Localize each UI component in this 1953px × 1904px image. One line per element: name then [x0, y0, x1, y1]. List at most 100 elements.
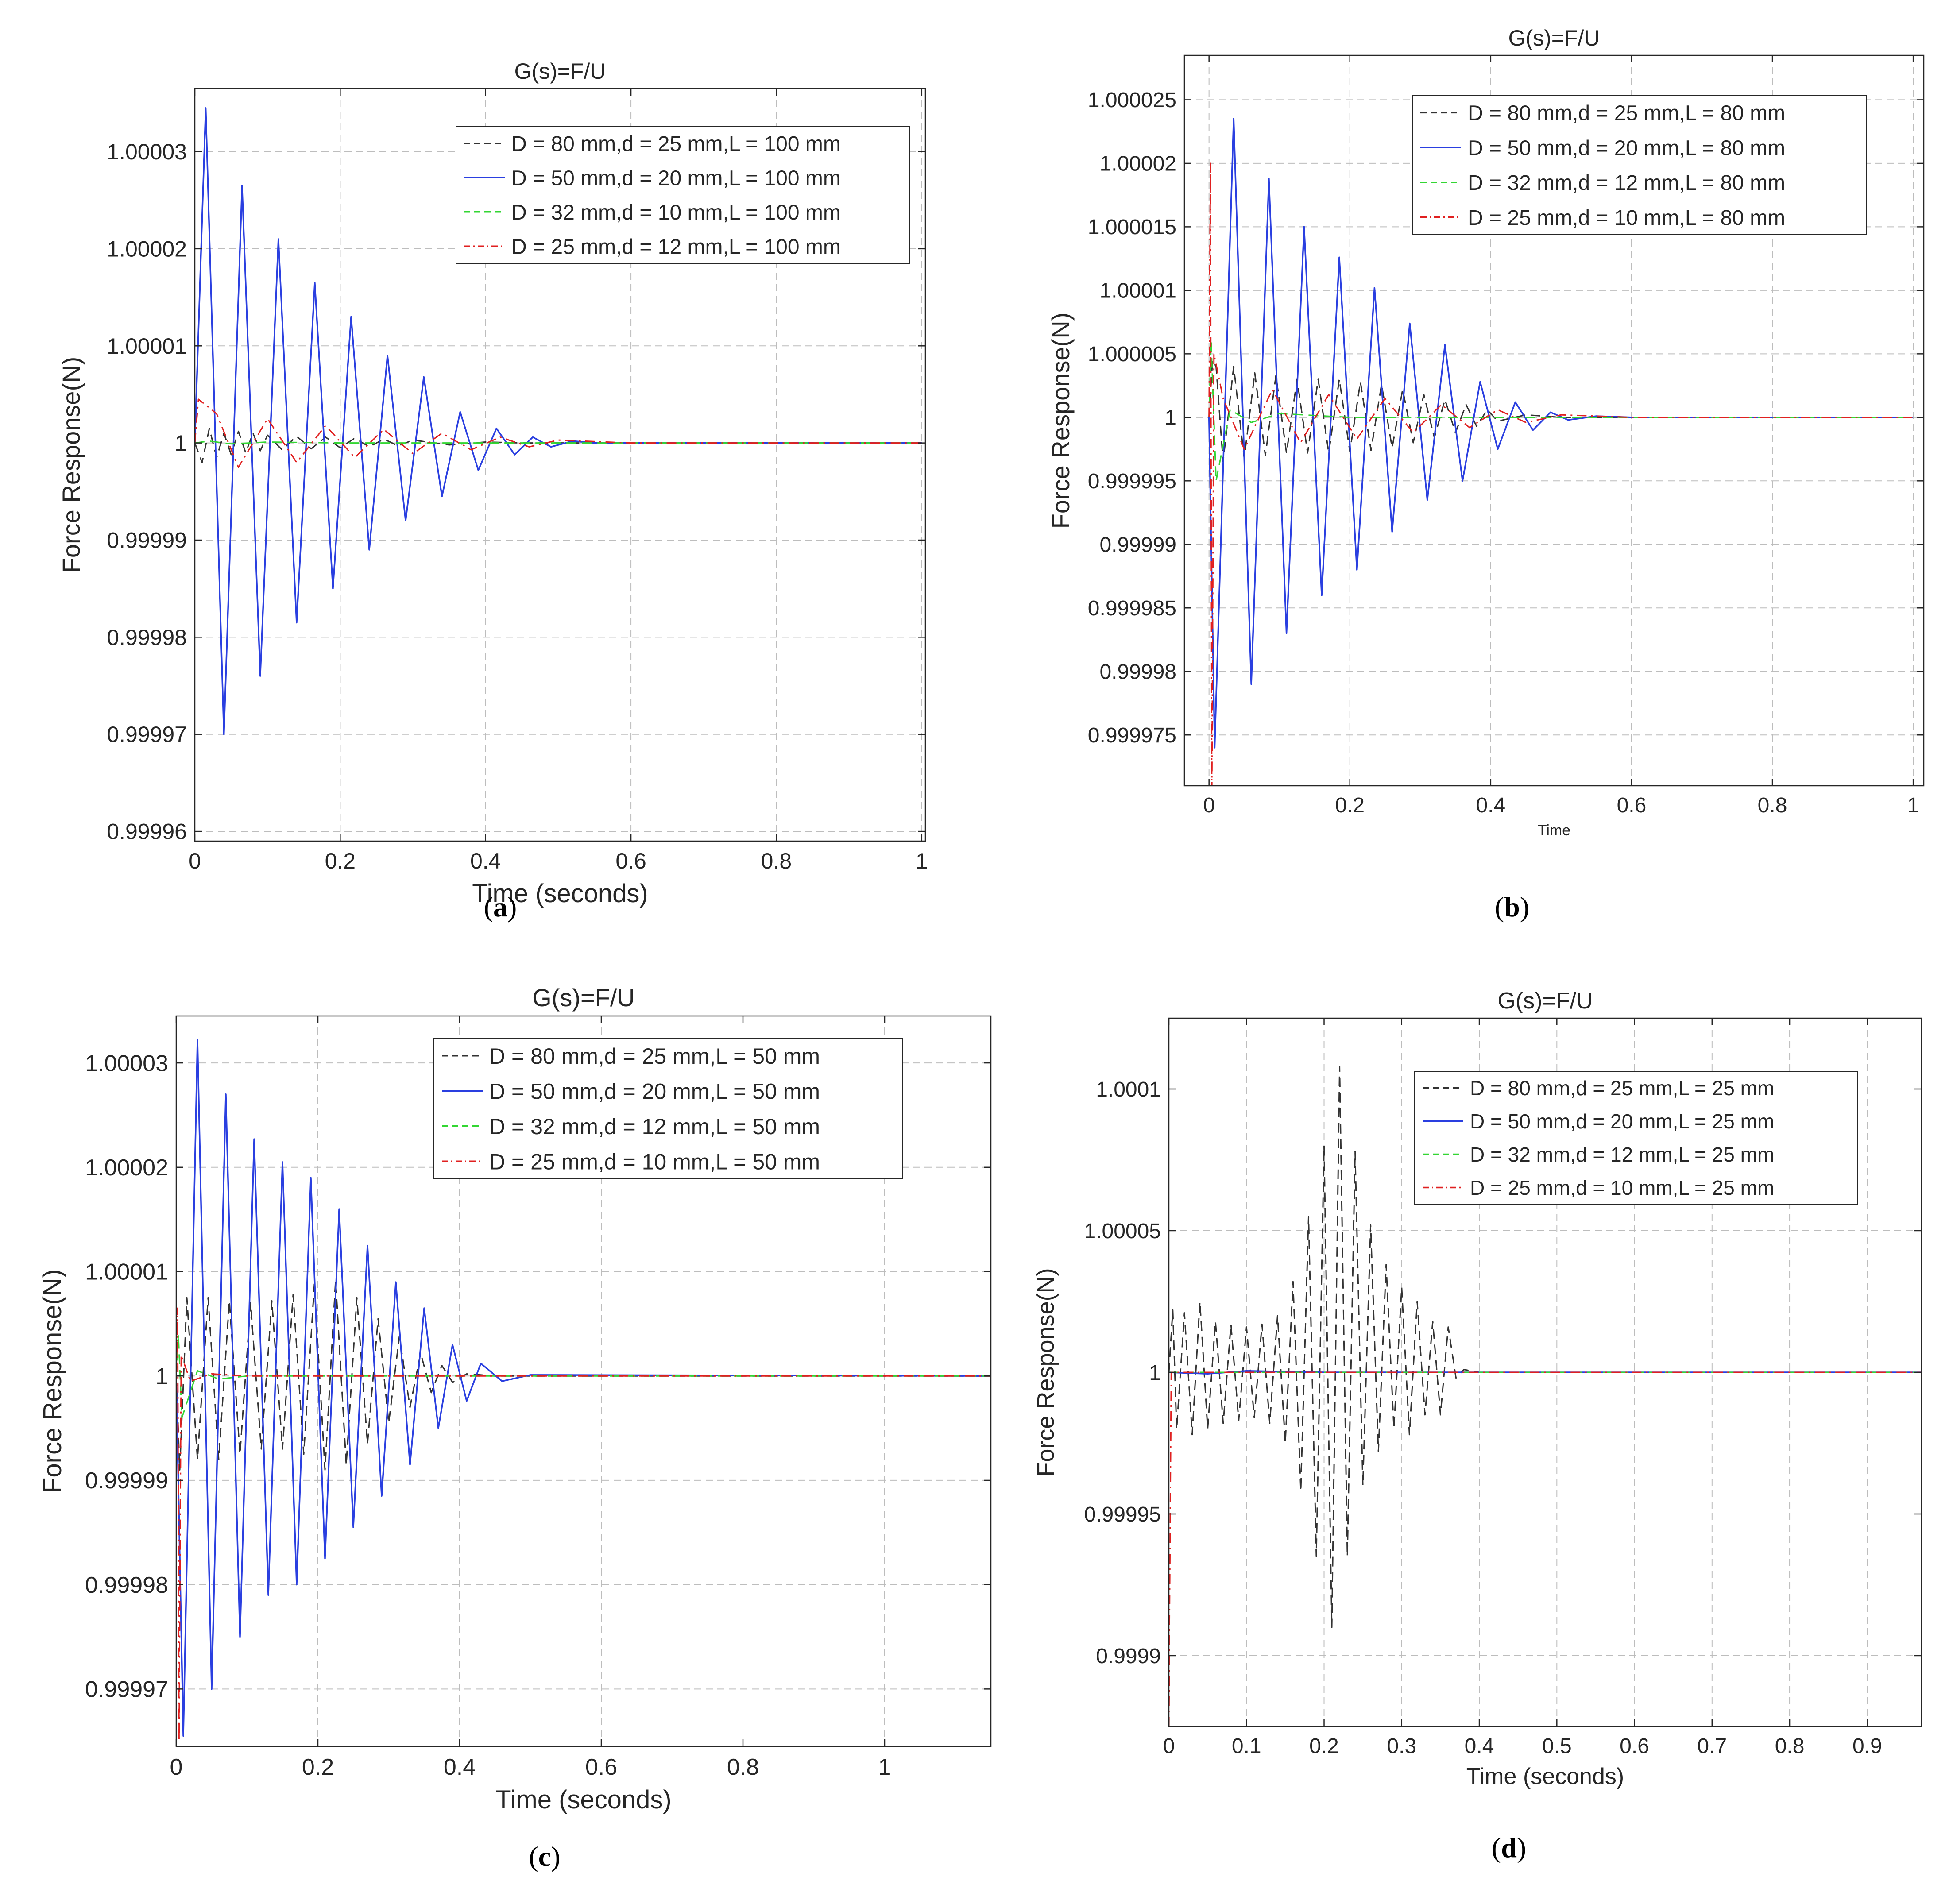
- y-tick-label: 1.000015: [1088, 216, 1176, 239]
- legend-entry-3: D = 32 mm,d = 12 mm,L = 50 mm: [489, 1114, 820, 1139]
- caption-letter: d: [1501, 1832, 1517, 1863]
- y-tick-label: 0.99996: [107, 819, 187, 844]
- legend-box: [1412, 95, 1867, 235]
- x-tick-label: 0.2: [1335, 794, 1365, 817]
- chart-panel-b: 0 0.2 0.4 0.6 0.8 1 0.999975 0.99998 0.999985 0.9…: [1047, 26, 1925, 839]
- x-tick-label: 1: [916, 849, 928, 873]
- y-tick-label: 0.999995: [1088, 470, 1176, 493]
- legend-entry-3: D = 32 mm,d = 10 mm,L = 100 mm: [511, 201, 841, 224]
- y-tick-label: 1.00002: [1099, 152, 1176, 176]
- chart-title: G(s)=F/U: [1508, 26, 1600, 50]
- series-line-4: [195, 398, 922, 468]
- caption-paren-open: (: [1492, 1832, 1501, 1863]
- legend-entry-4: D = 25 mm,d = 10 mm,L = 25 mm: [1470, 1176, 1774, 1199]
- panel-caption-d: (d): [1492, 1832, 1526, 1863]
- series-line-4: [176, 1307, 991, 1742]
- legend-entry-1: D = 80 mm,d = 25 mm,L = 100 mm: [511, 132, 841, 156]
- y-tick-label: 1.000025: [1088, 89, 1176, 112]
- y-axis-label: Force Response(N): [1047, 313, 1075, 529]
- x-tick-label: 0.4: [470, 849, 501, 873]
- legend-box: [1414, 1071, 1858, 1205]
- x-tick-label: 0: [1203, 794, 1215, 817]
- chart-panel-a: 0 0.2 0.4 0.6 0.8 1 0.99996 0.99997 0.99998 0.999…: [57, 59, 928, 908]
- y-tick-label: 1: [155, 1363, 168, 1389]
- x-tick-label: 0.2: [325, 849, 356, 873]
- x-axis-label: Time (seconds): [472, 879, 648, 908]
- chart-title: G(s)=F/U: [1497, 988, 1593, 1014]
- series-group: [1208, 118, 1914, 786]
- x-tick-label: 0.4: [1476, 794, 1505, 817]
- x-tick-label: 0.8: [1775, 1734, 1805, 1758]
- y-tick-label: 1.00001: [1099, 279, 1176, 303]
- x-tick-label: 0.6: [1620, 1734, 1649, 1758]
- y-tick-label: 1: [1149, 1361, 1161, 1385]
- y-tick-label: 1.00002: [107, 236, 187, 261]
- y-tick-label: 0.99998: [107, 625, 187, 650]
- y-tick-label: 1.000005: [1088, 343, 1176, 366]
- legend-entry-2: D = 50 mm,d = 20 mm,L = 80 mm: [1468, 136, 1785, 160]
- y-tick-label: 0.99998: [1099, 660, 1176, 684]
- x-tick-label: 0.6: [1617, 794, 1647, 817]
- chart-title: G(s)=F/U: [532, 984, 635, 1012]
- x-axis-label: Time (seconds): [1466, 1764, 1624, 1789]
- x-tick-label: 0.2: [1309, 1734, 1339, 1758]
- series-line-3: [176, 1333, 991, 1418]
- legend-box: [456, 126, 910, 264]
- caption-letter: c: [538, 1841, 551, 1872]
- caption-paren-open: (: [1495, 891, 1504, 923]
- caption-letter: b: [1504, 891, 1520, 923]
- y-tick-label: 0.99999: [1099, 533, 1176, 557]
- y-tick-label: 0.9999: [1096, 1645, 1161, 1668]
- x-tick-label: 1: [1907, 794, 1919, 817]
- y-tick-label: 0.99998: [85, 1572, 168, 1598]
- x-tick-label: 0.2: [302, 1754, 334, 1780]
- legend-entry-2: D = 50 mm,d = 20 mm,L = 25 mm: [1470, 1110, 1774, 1133]
- x-tick-label: 0.5: [1542, 1734, 1572, 1758]
- series-line-1: [176, 1279, 991, 1471]
- y-tick-label: 1.00001: [107, 334, 187, 359]
- axes-frame: [175, 1015, 992, 1747]
- x-tick-label: 0.6: [615, 849, 646, 873]
- y-tick-label: 0.999975: [1088, 724, 1176, 747]
- y-axis-label: Force Response(N): [38, 1269, 67, 1493]
- caption-paren-close: ): [1520, 891, 1529, 923]
- x-tick-label: 0: [170, 1754, 183, 1780]
- y-tick-label: 1: [1164, 406, 1176, 430]
- x-tick-label: 0.8: [761, 849, 792, 873]
- series-group: [195, 107, 922, 735]
- legend-box: [433, 1038, 903, 1179]
- x-tick-label: 0.9: [1852, 1734, 1882, 1758]
- y-axis-label: Force Response(N): [1033, 1268, 1059, 1476]
- caption-letter: a: [493, 891, 507, 923]
- caption-paren-close: ): [507, 891, 517, 923]
- y-tick-label: 1.00003: [107, 139, 187, 164]
- legend-entry-1: D = 80 mm,d = 25 mm,L = 25 mm: [1470, 1077, 1774, 1100]
- legend: D = 80 mm,d = 25 mm,L = 100 mm D = 50 mm,…: [456, 126, 910, 264]
- y-tick-label: 1.0001: [1096, 1078, 1161, 1101]
- panel-caption-c: (c): [529, 1841, 560, 1872]
- y-tick-label: 1.00005: [1084, 1220, 1161, 1243]
- caption-paren-close: ): [1517, 1832, 1526, 1863]
- x-tick-label: 0.1: [1232, 1734, 1261, 1758]
- legend-entry-1: D = 80 mm,d = 25 mm,L = 50 mm: [489, 1044, 820, 1069]
- chart-title: G(s)=F/U: [514, 59, 606, 84]
- legend-entry-4: D = 25 mm,d = 12 mm,L = 100 mm: [511, 236, 841, 259]
- legend: D = 80 mm,d = 25 mm,L = 80 mm D = 50 mm,d…: [1412, 95, 1867, 235]
- chart-panel-c: 0 0.2 0.4 0.6 0.8 1 0.99997 0.99998 0.99999 1 1.00…: [38, 984, 992, 1814]
- legend-entry-2: D = 50 mm,d = 20 mm,L = 50 mm: [489, 1079, 820, 1104]
- x-tick-label: 0: [1163, 1734, 1175, 1758]
- y-tick-label: 0.99997: [107, 722, 187, 747]
- x-tick-label: 0.4: [444, 1754, 476, 1780]
- legend-entry-3: D = 32 mm,d = 12 mm,L = 80 mm: [1468, 171, 1785, 195]
- series-line-2: [1208, 118, 1914, 749]
- x-axis-label: Time: [1538, 822, 1570, 839]
- axes-frame: [194, 88, 926, 842]
- series-group: [176, 1039, 991, 1742]
- panel-caption-a: (a): [484, 891, 517, 923]
- legend: D = 80 mm,d = 25 mm,L = 25 mm D = 50 mm,d…: [1414, 1071, 1858, 1205]
- caption-paren-open: (: [484, 891, 493, 923]
- x-tick-label: 0.8: [1758, 794, 1787, 817]
- series-line-3: [195, 440, 922, 445]
- y-tick-label: 0.999985: [1088, 597, 1176, 620]
